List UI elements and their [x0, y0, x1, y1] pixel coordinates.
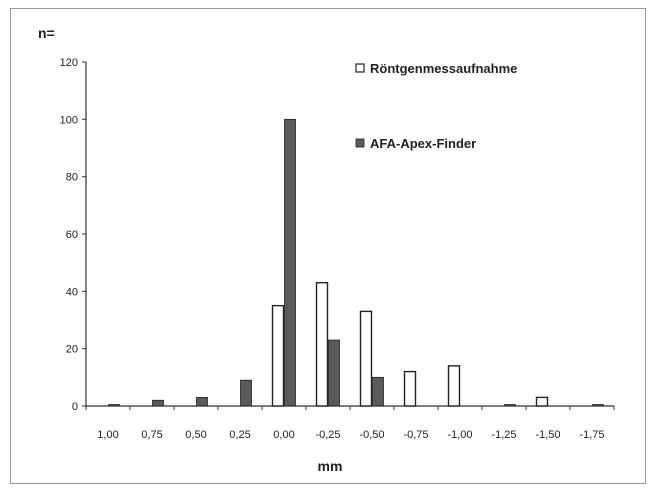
y-tick-label: 40	[66, 286, 78, 298]
y-tick-label: 80	[66, 172, 78, 184]
x-tick-label: -0,25	[315, 429, 340, 441]
bar-afa	[240, 379, 252, 407]
legend-swatch-afa	[355, 138, 365, 148]
x-axis-label: mm	[318, 458, 343, 474]
x-tick-label: -0,50	[359, 429, 384, 441]
legend: Röntgenmessaufnahme AFA-Apex-Finder	[355, 61, 517, 151]
bar-rontgen	[315, 282, 329, 407]
y-tick-label: 0	[72, 401, 78, 413]
x-tick-label: 0,50	[185, 429, 206, 441]
x-tick-label: 0,00	[273, 429, 294, 441]
legend-swatch-rontgen	[355, 63, 365, 73]
x-tick-label: -1,00	[447, 429, 472, 441]
legend-label-afa: AFA-Apex-Finder	[370, 136, 476, 151]
y-tick-label: 20	[66, 344, 78, 356]
bar-afa	[196, 396, 208, 407]
y-tick-label: 120	[60, 57, 78, 69]
x-tick-label: 1,00	[97, 429, 118, 441]
x-tick-label: 0,75	[141, 429, 162, 441]
bar-afa	[372, 376, 384, 407]
x-tick-label: -1,75	[579, 429, 604, 441]
bar-afa	[328, 339, 340, 407]
y-tick-label: 100	[60, 114, 78, 126]
bar-rontgen	[535, 396, 549, 407]
bar-afa	[152, 399, 164, 407]
x-tick-label: -1,25	[491, 429, 516, 441]
bar-afa	[108, 404, 120, 407]
bar-afa	[592, 404, 604, 407]
bar-rontgen	[271, 304, 285, 407]
bar-rontgen	[403, 370, 417, 407]
bar-afa	[284, 118, 296, 407]
bar-rontgen	[447, 365, 461, 407]
plot-area: 0 20 40 60 80 100 120 1,00 0,75 0,50 0,25 0,00 -0,25…	[60, 57, 615, 441]
y-tick-label: 60	[66, 229, 78, 241]
bar-afa	[504, 404, 516, 407]
y-axis-label: n=	[38, 25, 55, 41]
bar-rontgen	[359, 310, 373, 407]
legend-label-rontgen: Röntgenmessaufnahme	[370, 61, 517, 76]
x-tick-label: 0,25	[229, 429, 250, 441]
x-tick-label: -0,75	[403, 429, 428, 441]
x-tick-label: -1,50	[535, 429, 560, 441]
